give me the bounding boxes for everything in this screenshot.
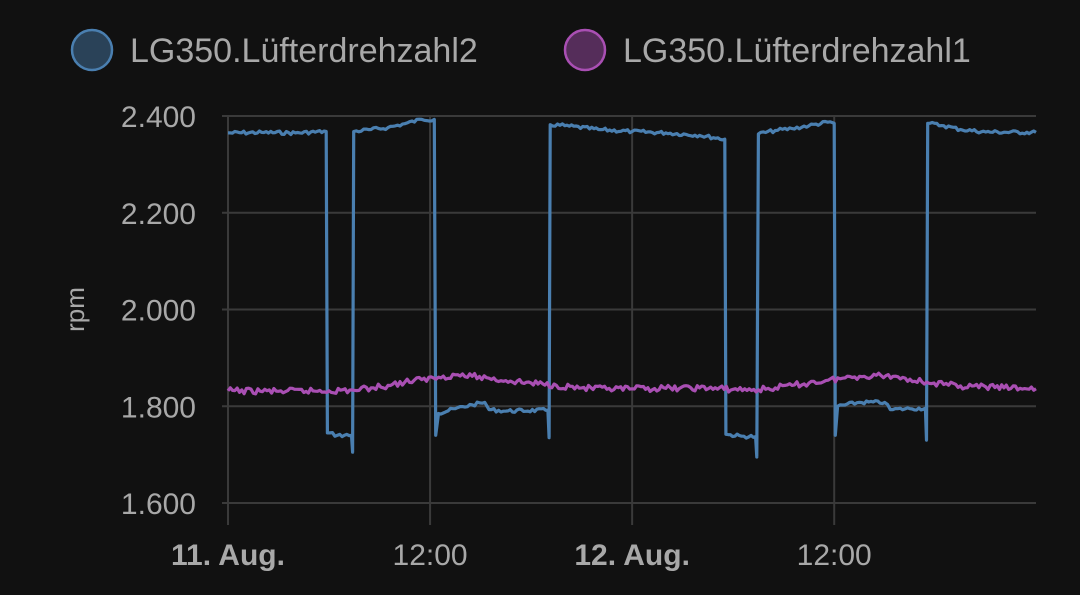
y-tick-label: 1.800: [121, 391, 196, 424]
x-tick-label: 12:00: [797, 539, 872, 572]
y-axis-title: rpm: [60, 287, 90, 332]
grid: [222, 115, 1036, 525]
series-line[interactable]: [226, 371, 1037, 396]
y-tick-label: 2.400: [121, 101, 196, 134]
x-tick-label: 12. Aug.: [574, 539, 690, 572]
series-line[interactable]: [228, 117, 1037, 459]
legend-item[interactable]: LG350.Lüfterdrehzahl1: [563, 28, 971, 72]
legend-swatch-icon: [70, 28, 114, 72]
y-tick-label: 2.000: [121, 295, 196, 328]
x-tick-label: 12:00: [393, 539, 468, 572]
y-tick-label: 1.600: [121, 488, 196, 521]
legend-label: LG350.Lüfterdrehzahl1: [623, 32, 971, 70]
y-tick-label: 2.200: [121, 198, 196, 231]
legend-swatch-icon: [563, 28, 607, 72]
axes: 1.600 1.800 2.000 2.200 2.400 11. Aug. 12:00 12…: [60, 101, 872, 572]
legend-item[interactable]: LG350.Lüfterdrehzahl2: [70, 28, 478, 72]
series-layer: [226, 117, 1037, 459]
x-tick-label: 11. Aug.: [171, 539, 285, 572]
legend-label: LG350.Lüfterdrehzahl2: [130, 32, 478, 70]
legend[interactable]: LG350.Lüfterdrehzahl2 LG350.Lüfterdrehzah…: [70, 28, 971, 72]
